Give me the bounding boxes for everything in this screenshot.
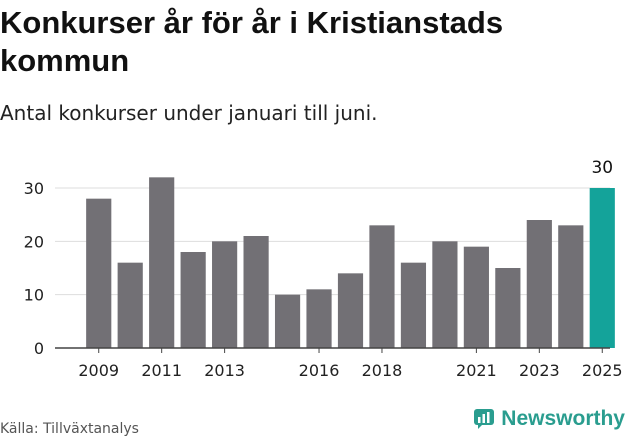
chart-title: Konkurser år för år i Kristianstads komm… [0, 5, 504, 78]
y-tick-label: 10 [24, 286, 44, 305]
bar [212, 241, 238, 348]
x-tick-label: 2009 [78, 361, 119, 380]
x-tick-label: 2011 [141, 361, 182, 380]
bar-chart: 0 10 20 30 30 2009 2011 2013 2016 2018 2021 2023 202… [24, 158, 623, 380]
bar [558, 225, 584, 348]
x-tick-label: 2021 [456, 361, 497, 380]
x-tick-label: 2018 [362, 361, 403, 380]
x-tick-label: 2025 [582, 361, 623, 380]
source-note: Källa: Tillväxtanalys [0, 421, 139, 437]
x-tick-label: 2016 [299, 361, 340, 380]
bar [243, 236, 269, 348]
bar [369, 225, 395, 348]
bar [274, 294, 301, 348]
bar [400, 262, 427, 348]
data-label: 30 [591, 158, 613, 178]
bar [526, 220, 552, 348]
y-tick-label: 30 [24, 179, 44, 198]
newsworthy-logo-icon [474, 409, 495, 429]
bar [495, 268, 521, 348]
bar [337, 273, 364, 348]
y-tick-label: 20 [24, 232, 44, 251]
x-tick-label: 2023 [519, 361, 560, 380]
bar [306, 289, 332, 348]
bar [149, 177, 175, 348]
bar [463, 246, 489, 348]
bar [432, 241, 458, 348]
bar [589, 188, 615, 348]
bar [117, 262, 143, 348]
chart-subtitle: Antal konkurser under januari till juni. [0, 101, 378, 125]
bar [180, 252, 206, 348]
brand-logo[interactable]: Newsworthy [473, 407, 625, 431]
brand-name: Newsworthy [501, 407, 625, 430]
bar [86, 198, 112, 348]
x-tick-label: 2013 [204, 361, 245, 380]
y-tick-label: 0 [34, 339, 44, 358]
